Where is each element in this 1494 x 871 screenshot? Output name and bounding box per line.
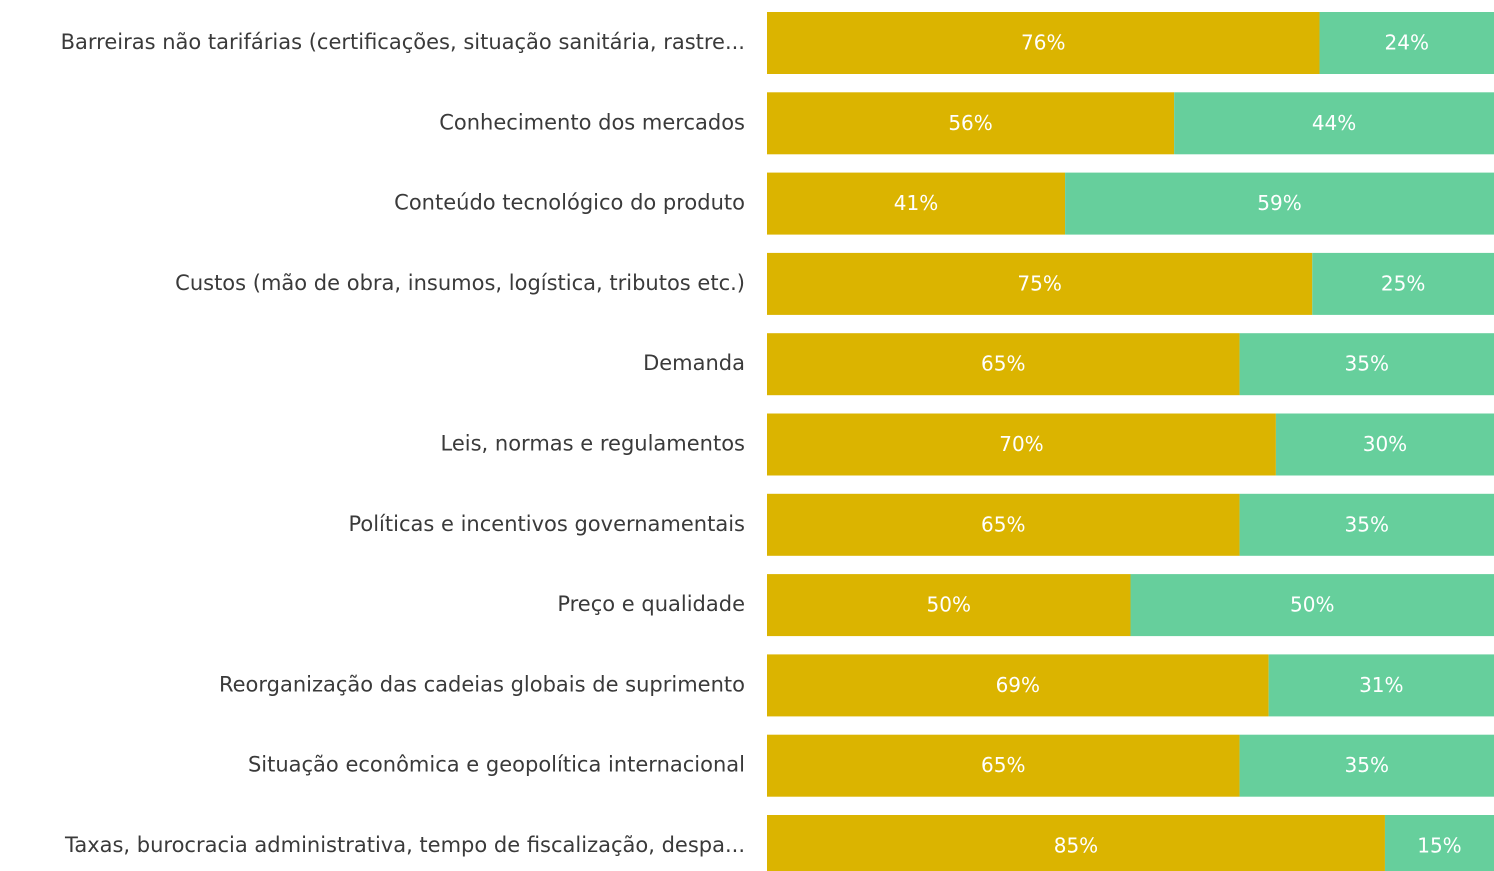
bar-segment bbox=[767, 252, 1313, 315]
category-label: Taxas, burocracia administrativa, tempo … bbox=[64, 833, 745, 857]
bar-segment bbox=[767, 172, 1066, 235]
data-label: 76% bbox=[1021, 31, 1065, 55]
data-label: 35% bbox=[1345, 352, 1389, 376]
data-label: 85% bbox=[1054, 834, 1098, 858]
data-label: 56% bbox=[948, 111, 992, 135]
bar-segment bbox=[767, 574, 1131, 637]
bar-segment bbox=[767, 815, 1385, 871]
bar-segment bbox=[767, 333, 1240, 396]
data-label: 75% bbox=[1017, 271, 1061, 295]
bar-segment bbox=[1174, 92, 1494, 155]
bar-segment bbox=[1239, 493, 1494, 556]
category-label: Preço e qualidade bbox=[557, 592, 745, 616]
bar-segment bbox=[767, 92, 1175, 155]
data-label: 70% bbox=[999, 432, 1043, 456]
category-label: Situação econômica e geopolítica interna… bbox=[248, 753, 745, 777]
bar-segment bbox=[767, 12, 1320, 74]
category-label: Barreiras não tarifárias (certificações,… bbox=[61, 30, 745, 54]
data-label: 24% bbox=[1385, 31, 1429, 55]
category-label: Reorganização das cadeias globais de sup… bbox=[219, 672, 745, 696]
bar-segment bbox=[1319, 12, 1494, 74]
category-label: Demanda bbox=[643, 351, 745, 375]
data-label: 15% bbox=[1417, 834, 1461, 858]
data-label: 69% bbox=[996, 673, 1040, 697]
bar-segment bbox=[1239, 734, 1494, 797]
data-label: 50% bbox=[1290, 593, 1334, 617]
category-label: Conhecimento dos mercados bbox=[439, 110, 745, 134]
category-label: Conteúdo tecnológico do produto bbox=[394, 191, 745, 215]
data-label: 65% bbox=[981, 352, 1025, 376]
category-label: Custos (mão de obra, insumos, logística,… bbox=[175, 271, 745, 295]
data-label: 41% bbox=[894, 191, 938, 215]
data-label: 35% bbox=[1345, 512, 1389, 536]
bar-segment bbox=[767, 734, 1240, 797]
data-label: 50% bbox=[927, 593, 971, 617]
data-label: 59% bbox=[1257, 191, 1301, 215]
bar-segment bbox=[1384, 815, 1494, 871]
data-label: 31% bbox=[1359, 673, 1403, 697]
data-label: 65% bbox=[981, 512, 1025, 536]
bar-segment bbox=[767, 413, 1276, 476]
data-label: 35% bbox=[1345, 753, 1389, 777]
data-label: 44% bbox=[1312, 111, 1356, 135]
category-label: Leis, normas e regulamentos bbox=[441, 432, 745, 456]
data-label: 30% bbox=[1363, 432, 1407, 456]
bar-segment bbox=[767, 493, 1240, 556]
bar-segment bbox=[1312, 252, 1494, 315]
bar-segment bbox=[1239, 333, 1494, 396]
data-label: 65% bbox=[981, 753, 1025, 777]
data-label: 25% bbox=[1381, 271, 1425, 295]
bar-segment bbox=[1275, 413, 1494, 476]
bar-segment bbox=[1130, 574, 1494, 637]
bar-segment bbox=[767, 654, 1269, 717]
category-label: Políticas e incentivos governamentais bbox=[348, 512, 745, 536]
bar-segment bbox=[1268, 654, 1494, 717]
bar-segment bbox=[1065, 172, 1494, 235]
